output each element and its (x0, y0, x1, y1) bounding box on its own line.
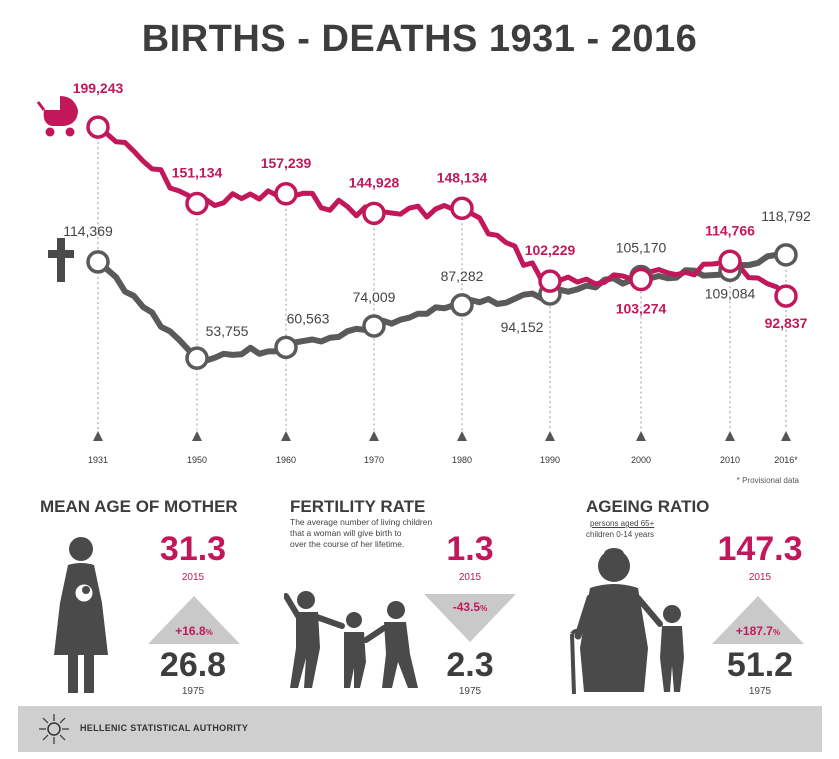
births-point (185, 191, 209, 216)
births-point (774, 284, 798, 308)
deaths-point (185, 346, 209, 370)
births-data-label: 103,274 (616, 301, 667, 317)
fertility-change-label: -43.5% (452, 600, 488, 614)
deaths-data-label: 114,369 (63, 223, 113, 239)
mother-title: MEAN AGE OF MOTHER (40, 497, 238, 516)
mother-value-1975: 26.8 (159, 646, 227, 684)
children-playing-icon (284, 591, 418, 688)
mother-value-2015: 31.3 (159, 530, 227, 568)
year-tick-marker (636, 431, 646, 441)
deaths-series-line (96, 251, 787, 364)
births-point (86, 115, 110, 139)
year-tick-marker (281, 431, 291, 441)
mother-change-label: +16.8% (175, 624, 213, 638)
x-tick-label: 1931 (88, 455, 108, 465)
births-data-label: 92,837 (765, 315, 808, 331)
fertility-value-2015: 1.3 (446, 530, 494, 568)
footer-label: HELLENIC STATISTICAL AUTHORITY (80, 723, 249, 733)
x-tick-label: 1960 (276, 455, 296, 465)
x-tick-label: 1980 (452, 455, 472, 465)
ageing-ratio-numerator: persons aged 65+ (590, 519, 655, 528)
births-point (274, 182, 298, 206)
grandmother-and-child-icon (570, 548, 684, 695)
year-tick-marker (781, 431, 791, 441)
births-data-label: 102,229 (525, 242, 576, 258)
page-title: BIRTHS - DEATHS 1931 - 2016 (141, 18, 698, 60)
year-tick-marker (192, 431, 202, 441)
fertility-decrease-triangle (424, 594, 516, 642)
deaths-point (86, 250, 110, 274)
mother-year-1975: 1975 (181, 686, 205, 697)
fertility-year-1975: 1975 (458, 686, 482, 697)
births-point (362, 201, 386, 226)
year-tick-marker (457, 431, 467, 441)
cross-icon (48, 238, 74, 282)
births-deaths-chart: 1931 1950 1960 1970 1980 1990 2000 2010 2016* 19… (36, 80, 811, 465)
ageing-value-2015: 147.3 (717, 530, 803, 568)
deaths-data-label: 53,755 (206, 323, 249, 339)
fertility-year-2015: 2015 (458, 572, 482, 583)
ageing-year-1975: 1975 (748, 686, 772, 697)
baby-carriage-icon (36, 96, 78, 137)
births-point (629, 267, 653, 292)
fertility-value-1975: 2.3 (446, 646, 494, 684)
year-tick-marker (93, 431, 103, 441)
births-data-label: 144,928 (349, 174, 400, 190)
deaths-data-label: 94,152 (501, 319, 544, 335)
deaths-data-label: 87,282 (441, 268, 484, 284)
births-series-line (96, 125, 788, 298)
ageing-title: AGEING RATIO (586, 497, 710, 516)
births-data-label: 199,243 (73, 80, 124, 96)
deaths-data-label: 74,009 (353, 289, 396, 305)
births-data-label: 148,134 (437, 169, 488, 185)
x-tick-label: 1950 (187, 455, 207, 465)
x-tick-label: 2016* (774, 455, 798, 465)
ageing-value-1975: 51.2 (726, 646, 794, 684)
ageing-year-2015: 2015 (748, 572, 772, 583)
x-tick-label: 1990 (540, 455, 560, 465)
year-tick-marker (369, 431, 379, 441)
deaths-data-label: 118,792 (761, 208, 811, 224)
provisional-note: * Provisional data (736, 476, 799, 485)
x-tick-label: 2010 (720, 455, 740, 465)
fertility-description: The average number of living children th… (290, 517, 433, 549)
ageing-ratio-denominator: children 0-14 years (586, 530, 655, 539)
deaths-data-label: 60,563 (287, 310, 330, 326)
births-data-label: 157,239 (261, 155, 312, 171)
deaths-point (450, 293, 474, 317)
fertility-title: FERTILITY RATE (290, 497, 426, 516)
deaths-point (774, 243, 798, 267)
year-tick-marker (545, 431, 555, 441)
mother-increase-triangle (148, 596, 240, 644)
mother-year-2015: 2015 (181, 572, 205, 583)
births-point (450, 196, 474, 221)
footer-bar: HELLENIC STATISTICAL AUTHORITY (18, 706, 822, 752)
births-data-label: 114,766 (705, 222, 755, 238)
ageing-increase-triangle (712, 596, 804, 644)
deaths-data-label: 109,084 (705, 285, 756, 301)
births-point (718, 249, 742, 274)
births-data-label: 151,134 (172, 164, 223, 180)
ageing-change-label: +187.7% (735, 624, 781, 638)
mother-with-baby-icon (54, 537, 108, 693)
x-tick-label: 1970 (364, 455, 384, 465)
x-tick-label: 2000 (631, 455, 651, 465)
births-point (538, 269, 562, 293)
year-tick-marker (725, 431, 735, 441)
deaths-point (362, 314, 386, 338)
deaths-point (274, 335, 298, 360)
deaths-data-label: 105,170 (616, 239, 667, 255)
elstat-logo-icon (39, 714, 69, 744)
